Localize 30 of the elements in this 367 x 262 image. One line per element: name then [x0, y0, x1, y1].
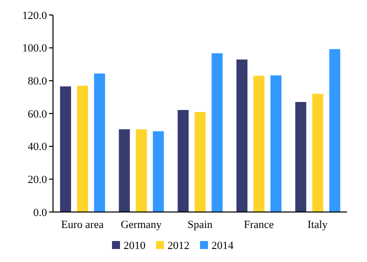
x-tick-label: Euro area [61, 218, 104, 231]
y-tick-label: 120.0 [22, 10, 48, 22]
bar [312, 94, 324, 212]
bar [194, 112, 206, 212]
y-tick-label: 80.0 [28, 76, 48, 88]
legend-label: 2010 [124, 240, 146, 252]
bar [152, 131, 164, 212]
y-tick-label: 100.0 [22, 42, 48, 55]
bar [212, 53, 223, 212]
x-tick-label: Spain [187, 218, 214, 231]
bar [136, 129, 147, 212]
x-tick-label: Italy [308, 218, 328, 231]
y-tick-label: 40.0 [28, 141, 48, 154]
legend-label: 2012 [168, 240, 190, 252]
bar [236, 59, 248, 212]
y-tick-label: 0.0 [33, 206, 48, 219]
bar [270, 75, 282, 212]
legend-label: 2014 [212, 240, 234, 252]
bar [253, 76, 264, 212]
x-tick-label: France [244, 218, 274, 231]
y-tick-label: 20.0 [28, 174, 48, 186]
bar [295, 102, 306, 212]
bar [329, 49, 340, 212]
y-tick-label: 60.0 [28, 108, 48, 120]
bar [118, 129, 130, 212]
bar [178, 110, 189, 212]
x-tick-label: Germany [120, 218, 162, 231]
bar [60, 86, 72, 212]
bar [77, 86, 88, 212]
bar [94, 73, 106, 212]
